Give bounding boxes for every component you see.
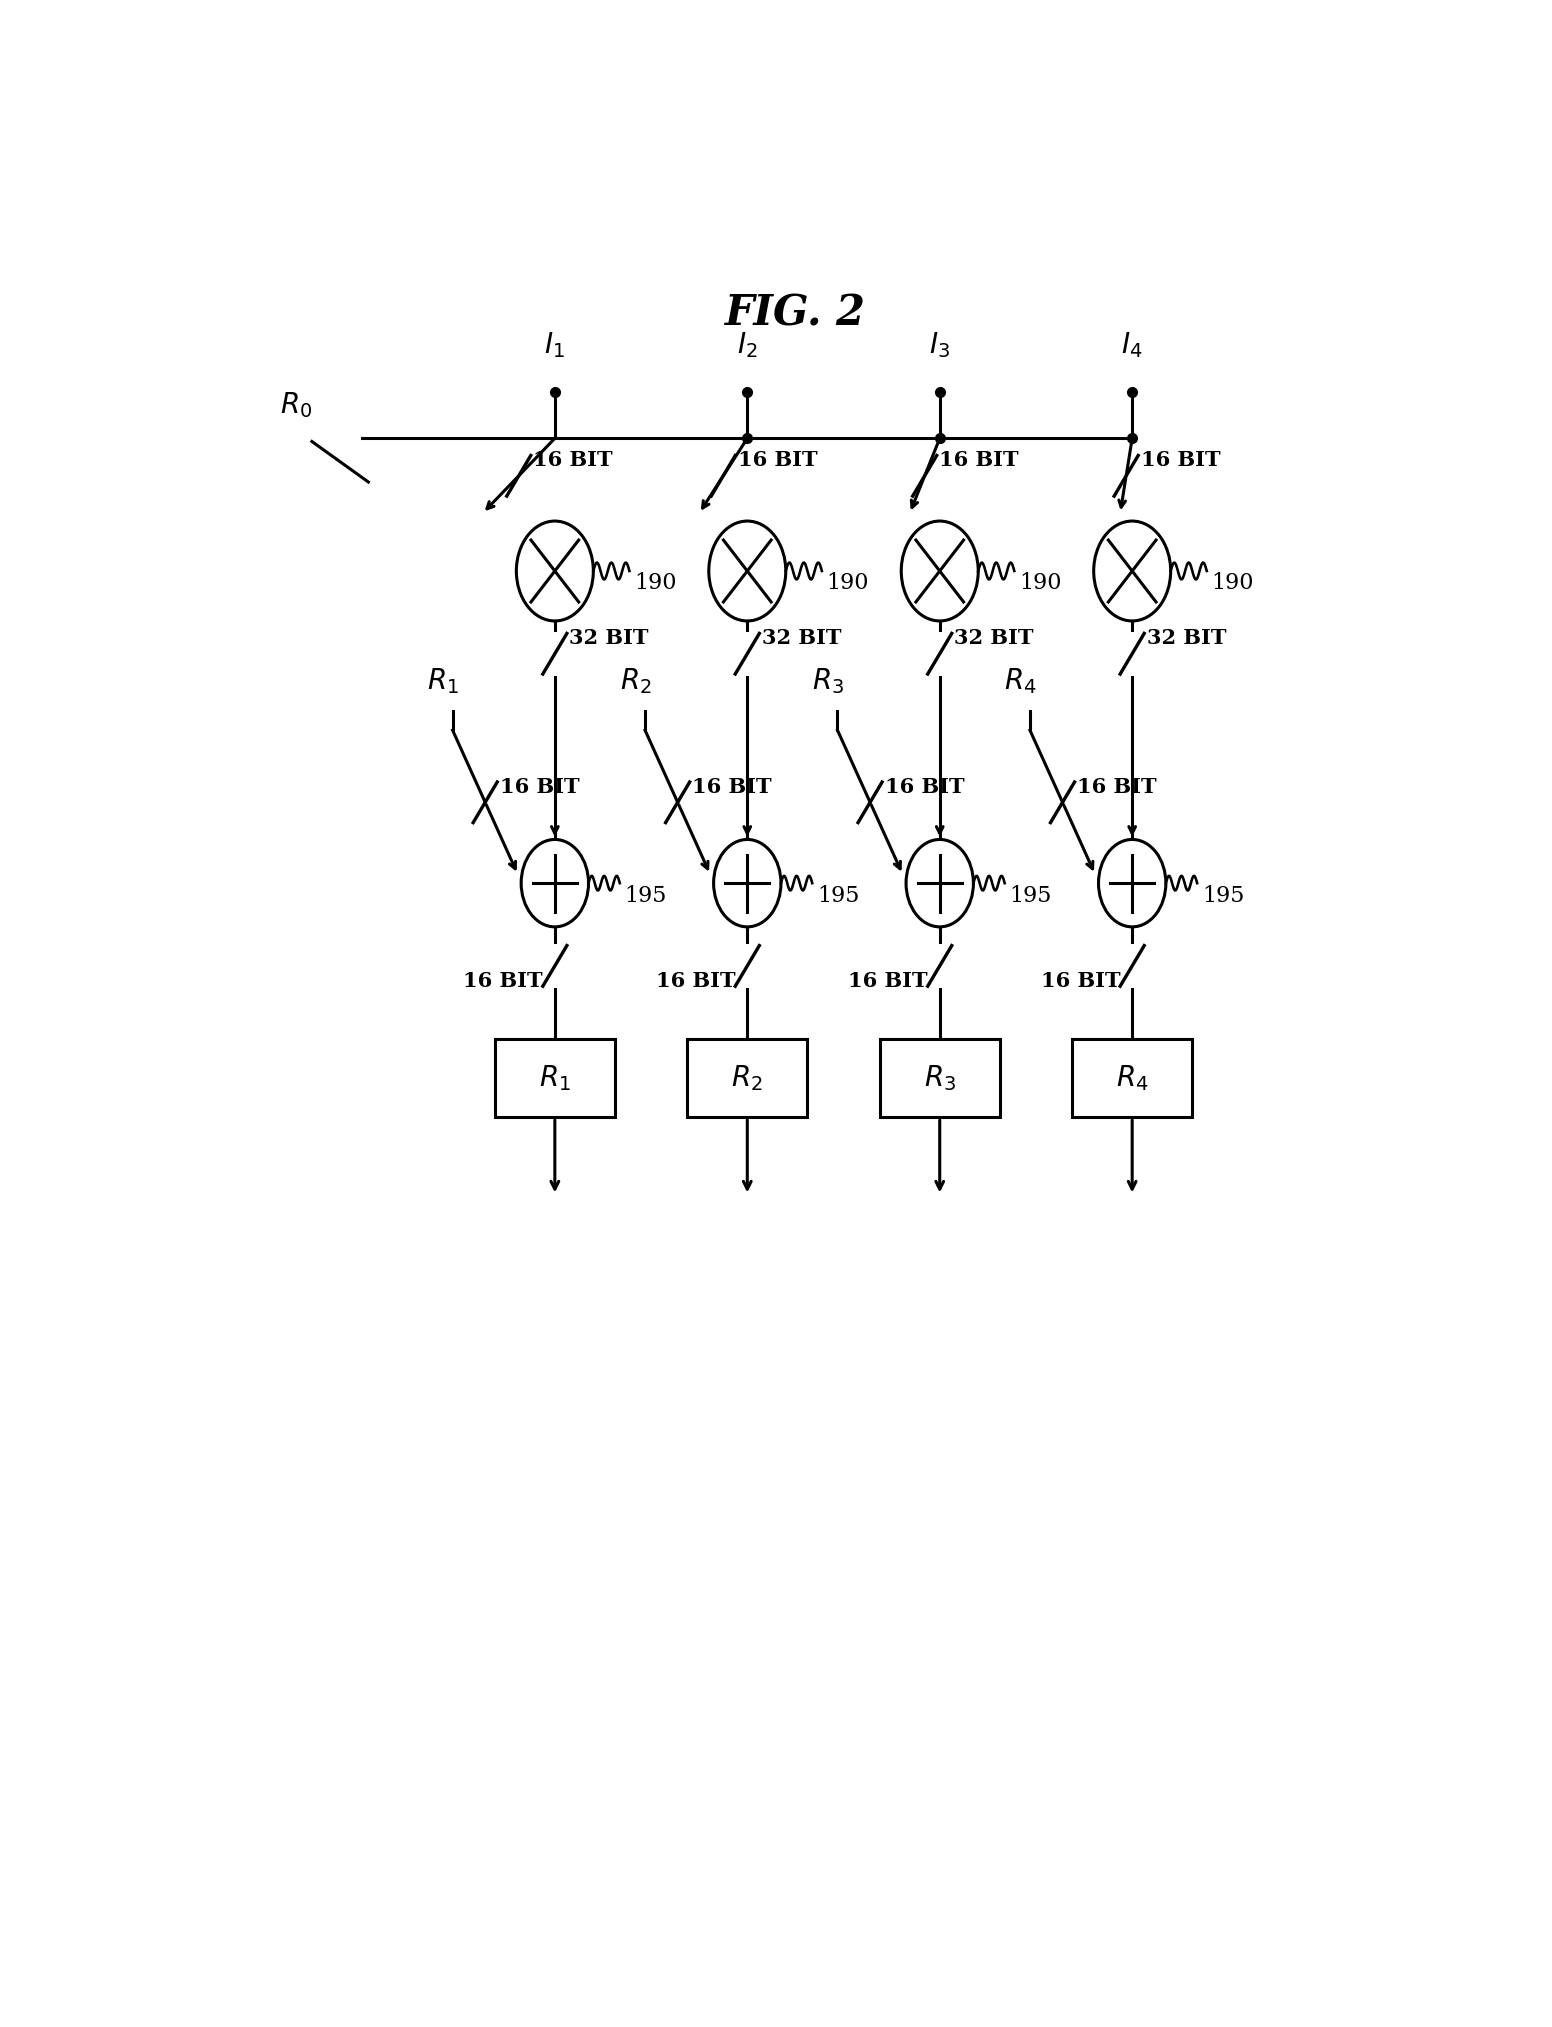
Text: $R_2$: $R_2$ (619, 667, 652, 695)
Text: 16 BIT: 16 BIT (656, 971, 736, 991)
Bar (880, 1040, 999, 1117)
Text: 190: 190 (827, 572, 869, 594)
Text: 16 BIT: 16 BIT (1041, 971, 1121, 991)
Text: 32 BIT: 32 BIT (1147, 628, 1226, 649)
Text: $R_3$: $R_3$ (812, 667, 844, 695)
Text: 16 BIT: 16 BIT (885, 776, 964, 797)
Text: $I_3$: $I_3$ (930, 330, 950, 361)
Text: 16 BIT: 16 BIT (737, 450, 818, 470)
Text: 195: 195 (1201, 884, 1245, 906)
Text: $R_3$: $R_3$ (923, 1064, 956, 1093)
Text: 190: 190 (1212, 572, 1254, 594)
Bar (1072, 1040, 1192, 1117)
Text: 32 BIT: 32 BIT (570, 628, 649, 649)
Text: 16 BIT: 16 BIT (939, 450, 1018, 470)
Text: 195: 195 (624, 884, 667, 906)
Text: 190: 190 (635, 572, 677, 594)
Text: 16 BIT: 16 BIT (1141, 450, 1220, 470)
Text: 16 BIT: 16 BIT (500, 776, 579, 797)
Text: 32 BIT: 32 BIT (762, 628, 841, 649)
Text: 16 BIT: 16 BIT (1077, 776, 1156, 797)
Text: $R_4$: $R_4$ (1116, 1064, 1148, 1093)
Text: $I_4$: $I_4$ (1122, 330, 1142, 361)
Bar (688, 1040, 807, 1117)
Bar (495, 1040, 615, 1117)
Text: 16 BIT: 16 BIT (692, 776, 771, 797)
Text: $I_1$: $I_1$ (545, 330, 565, 361)
Text: 195: 195 (816, 884, 860, 906)
Text: FIG. 2: FIG. 2 (725, 292, 866, 334)
Text: $R_1$: $R_1$ (427, 667, 459, 695)
Text: $R_1$: $R_1$ (539, 1064, 571, 1093)
Text: 32 BIT: 32 BIT (954, 628, 1034, 649)
Text: 16 BIT: 16 BIT (534, 450, 613, 470)
Text: 195: 195 (1009, 884, 1052, 906)
Text: $I_2$: $I_2$ (737, 330, 757, 361)
Text: $R_0$: $R_0$ (279, 389, 312, 420)
Text: 190: 190 (1020, 572, 1062, 594)
Text: 16 BIT: 16 BIT (849, 971, 928, 991)
Text: $R_2$: $R_2$ (731, 1064, 764, 1093)
Text: 16 BIT: 16 BIT (464, 971, 543, 991)
Text: $R_4$: $R_4$ (1004, 667, 1037, 695)
